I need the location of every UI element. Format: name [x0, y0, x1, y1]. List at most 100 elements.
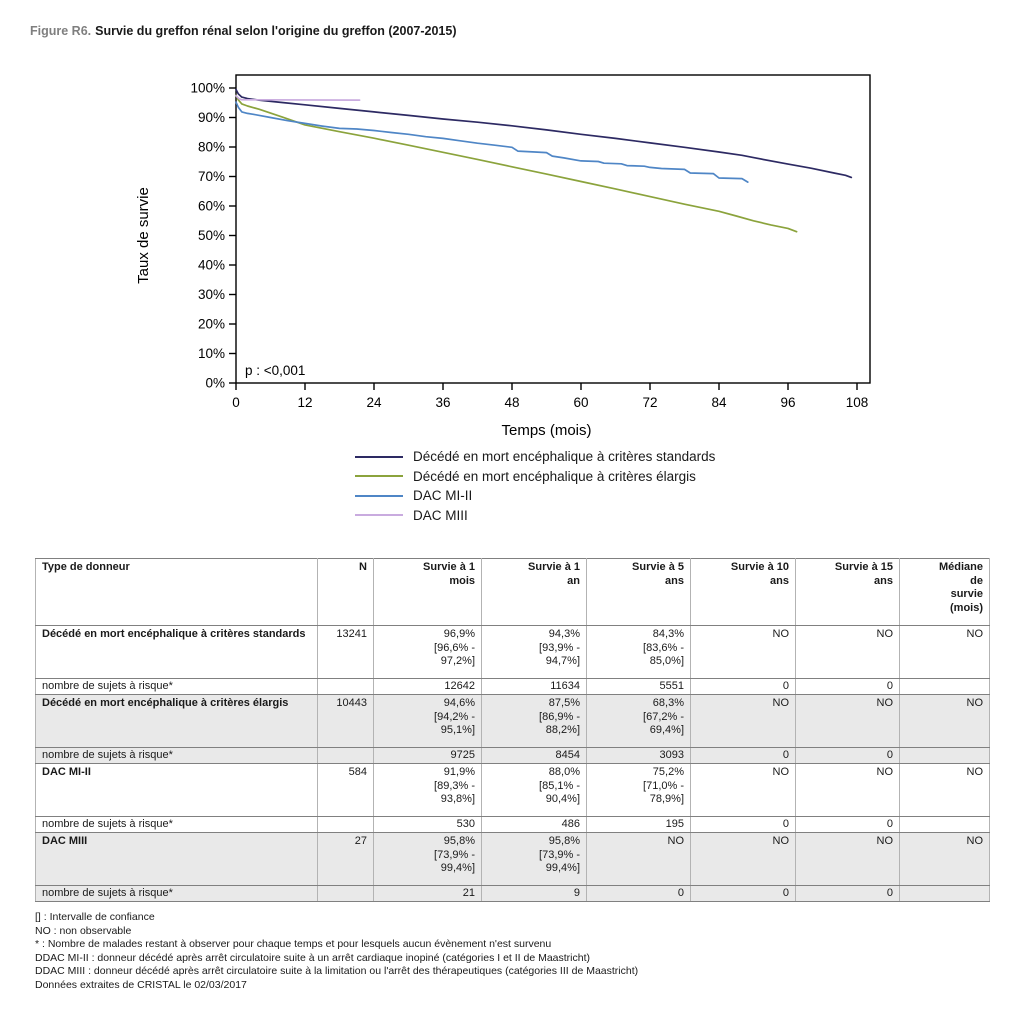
row-label: Décédé en mort encéphalique à critères é…	[35, 694, 318, 748]
cell-r7-c5: 0	[690, 885, 796, 902]
cell-r5-c7	[899, 816, 990, 833]
column-header-6: Survie à 15 ans	[795, 558, 900, 626]
x-tick-label: 96	[780, 395, 795, 410]
legend-line-swatch	[355, 494, 403, 497]
column-header-0: Type de donneur	[35, 558, 318, 626]
cell-r0-c5: NO	[690, 625, 796, 679]
footnote-5: Données extraites de CRISTAL le 02/03/20…	[35, 978, 247, 991]
y-tick-label: 20%	[198, 317, 225, 332]
x-tick-label: 60	[573, 395, 588, 410]
y-tick-label: 90%	[198, 110, 225, 125]
table-header: Type de donneur N Survie à 1 mois Survie à …	[35, 558, 990, 626]
column-header-7: Médiane de survie (mois)	[899, 558, 990, 626]
y-tick-label: 70%	[198, 169, 225, 184]
survival-table-wrap: Type de donneur N Survie à 1 mois Survie à …	[35, 558, 990, 902]
figure-number: Figure R6.	[30, 24, 92, 38]
x-tick-label: 12	[297, 395, 312, 410]
cell-r2-c4: 68,3% [67,2% - 69,4%]	[586, 694, 691, 748]
figure-title: Figure R6. Survie du greffon rénal selon …	[30, 24, 457, 38]
legend-label: Décédé en mort encéphalique à critères é…	[413, 468, 696, 484]
footnote-0: [] : Intervalle de confiance	[35, 911, 155, 923]
x-axis-title: Temps (mois)	[501, 422, 591, 439]
legend-line-swatch	[355, 455, 403, 458]
curve-series-2	[235, 101, 749, 183]
plot-frame	[235, 74, 871, 384]
column-header-5: Survie à 10 ans	[690, 558, 796, 626]
cell-r6-c6: NO	[795, 832, 900, 886]
table-row-6: DAC MIII 27 95,8% [73,9% - 99,4%] 95,8% [73…	[35, 832, 990, 886]
column-header-3: Survie à 1 an	[481, 558, 587, 626]
footnotes: [] : Intervalle de confiance NO : non obs…	[35, 911, 638, 992]
table-row-7: nombre de sujets à risque* 21 9 0 0 0	[35, 885, 990, 902]
cell-r0-c6: NO	[795, 625, 900, 679]
cell-r4-c2: 91,9% [89,3% - 93,8%]	[373, 763, 482, 817]
table-body: Décédé en mort encéphalique à critères s…	[35, 625, 990, 902]
y-tick-label: 60%	[198, 199, 225, 214]
x-tick-label: 36	[435, 395, 450, 410]
y-tick-label: 50%	[198, 228, 225, 243]
cell-r0-c1: 13241	[317, 625, 374, 679]
row-label: nombre de sujets à risque*	[35, 885, 318, 902]
cell-r7-c3: 9	[481, 885, 587, 902]
y-tick-label: 30%	[198, 287, 225, 302]
cell-r5-c4: 195	[586, 816, 691, 833]
cell-r6-c4: NO	[586, 832, 691, 886]
legend-line-swatch	[355, 514, 403, 517]
cell-r0-c3: 94,3% [93,9% - 94,7%]	[481, 625, 587, 679]
y-tick-label: 0%	[205, 376, 225, 391]
x-tick-label: 72	[642, 395, 657, 410]
cell-r4-c5: NO	[690, 763, 796, 817]
cell-r1-c2: 12642	[373, 678, 482, 695]
cell-r2-c6: NO	[795, 694, 900, 748]
footnote-1: NO : non observable	[35, 924, 132, 937]
cell-r2-c5: NO	[690, 694, 796, 748]
cell-r3-c7	[899, 747, 990, 764]
cell-r3-c2: 9725	[373, 747, 482, 764]
table-row-5: nombre de sujets à risque* 530 486 195 0 0	[35, 816, 990, 833]
legend-item-1: Décédé en mort encéphalique à critères é…	[355, 467, 715, 487]
cell-r3-c6: 0	[795, 747, 900, 764]
cell-r0-c4: 84,3% [83,6% - 85,0%]	[586, 625, 691, 679]
cell-r5-c1	[317, 816, 374, 833]
row-label: Décédé en mort encéphalique à critères s…	[35, 625, 318, 679]
legend-item-3: DAC MIII	[355, 506, 715, 526]
x-tick-label: 24	[366, 395, 382, 410]
y-tick-label: 100%	[190, 81, 225, 96]
x-tick-label: 108	[846, 395, 869, 410]
cell-r7-c4: 0	[586, 885, 691, 902]
footnote-4: DDAC MIII : donneur décédé après arrêt c…	[35, 965, 639, 977]
cell-r7-c2: 21	[373, 885, 482, 902]
survival-chart-svg: 0% 10% 20% 30% 40% 50% 60% 70% 80% 90% 100% 0 12 24 36…	[135, 74, 871, 439]
cell-r0-c7: NO	[899, 625, 990, 679]
cell-r5-c5: 0	[690, 816, 796, 833]
cell-r4-c4: 75,2% [71,0% - 78,9%]	[586, 763, 691, 817]
x-tick-label: 84	[711, 395, 727, 410]
legend-item-2: DAC MI-II	[355, 486, 715, 506]
cell-r4-c3: 88,0% [85,1% - 90,4%]	[481, 763, 587, 817]
legend-label: Décédé en mort encéphalique à critères s…	[413, 449, 716, 465]
cell-r2-c3: 87,5% [86,9% - 88,2%]	[481, 694, 587, 748]
chart-legend: Décédé en mort encéphalique à critères s…	[355, 447, 715, 525]
cell-r1-c5: 0	[690, 678, 796, 695]
table-row-2: Décédé en mort encéphalique à critères é…	[35, 694, 990, 748]
x-tick-label: 48	[504, 395, 519, 410]
cell-r2-c1: 10443	[317, 694, 374, 748]
x-tick-label: 0	[232, 395, 240, 410]
x-axis: 0 12 24 36 48 60 72 84 96 108	[232, 383, 868, 410]
cell-r3-c1	[317, 747, 374, 764]
y-tick-label: 40%	[198, 258, 225, 273]
legend-line-swatch	[355, 475, 403, 478]
cell-r1-c4: 5551	[586, 678, 691, 695]
cell-r6-c7: NO	[899, 832, 990, 886]
table-row-1: nombre de sujets à risque* 12642 11634 5551…	[35, 678, 990, 695]
cell-r1-c1	[317, 678, 374, 695]
cell-r6-c3: 95,8% [73,9% - 99,4%]	[481, 832, 587, 886]
row-label: DAC MIII	[35, 832, 318, 886]
cell-r4-c1: 584	[317, 763, 374, 817]
y-tick-label: 10%	[198, 346, 225, 361]
legend-label: DAC MIII	[413, 507, 468, 523]
cell-r5-c6: 0	[795, 816, 900, 833]
cell-r5-c3: 486	[481, 816, 587, 833]
cell-r4-c7: NO	[899, 763, 990, 817]
y-axis: 0% 10% 20% 30% 40% 50% 60% 70% 80% 90% 100%	[190, 81, 236, 391]
